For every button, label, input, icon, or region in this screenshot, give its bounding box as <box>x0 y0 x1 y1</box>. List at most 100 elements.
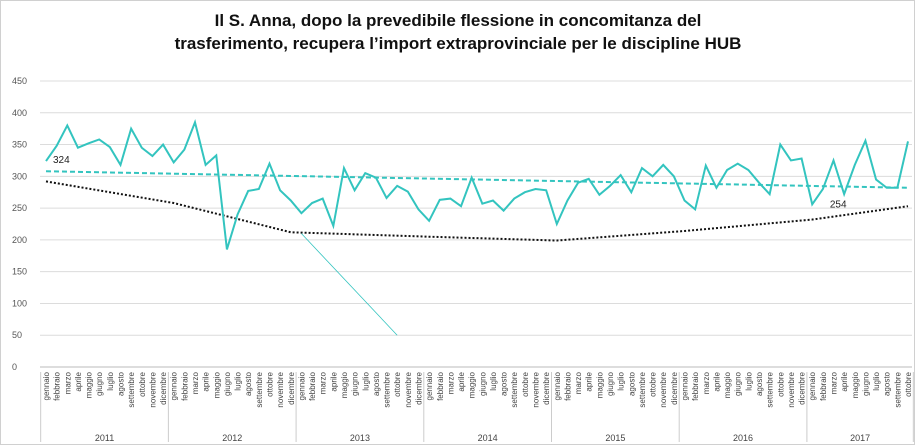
x-tick-label: settembre <box>893 371 902 407</box>
y-tick-label: 300 <box>12 171 27 181</box>
x-tick-label: marzo <box>574 371 583 394</box>
x-tick-label: luglio <box>106 371 115 390</box>
x-tick-label: febbraio <box>819 371 828 400</box>
x-tick-label: dicembre <box>287 371 296 404</box>
x-tick-label: gennaio <box>42 371 51 400</box>
y-tick-label: 50 <box>12 330 22 340</box>
chart-title: trasferimento, recupera l’import extrapr… <box>175 34 742 53</box>
y-tick-label: 450 <box>12 76 27 86</box>
annotation: 254 <box>830 200 847 211</box>
x-tick-label: settembre <box>383 371 392 407</box>
y-tick-label: 400 <box>12 108 27 118</box>
chart-title: Il S. Anna, dopo la prevedibile flession… <box>215 11 702 30</box>
y-tick-label: 350 <box>12 140 27 150</box>
y-tick-label: 200 <box>12 235 27 245</box>
x-tick-label: giugno <box>223 371 232 396</box>
x-tick-label: febbraio <box>180 371 189 400</box>
x-tick-label: giugno <box>861 371 870 396</box>
x-tick-label: novembre <box>148 371 157 407</box>
x-tick-label: novembre <box>276 371 285 407</box>
x-tick-label: giugno <box>95 371 104 396</box>
x-tick-label: marzo <box>446 371 455 394</box>
x-tick-label: ottobre <box>904 371 913 396</box>
y-tick-label: 0 <box>12 362 17 372</box>
x-tick-label: aprile <box>585 371 594 391</box>
x-tick-label: giugno <box>351 371 360 396</box>
x-tick-label: maggio <box>340 371 349 398</box>
x-tick-label: aprile <box>202 371 211 391</box>
x-tick-label: maggio <box>85 371 94 398</box>
x-tick-label: luglio <box>872 371 881 390</box>
x-tick-label: dicembre <box>798 371 807 404</box>
x-tick-label: aprile <box>712 371 721 391</box>
x-tick-label: agosto <box>500 371 509 396</box>
trend-line <box>301 233 398 336</box>
x-tick-label: ottobre <box>776 371 785 396</box>
x-tick-label: settembre <box>127 371 136 407</box>
x-tick-label: ottobre <box>138 371 147 396</box>
data-line <box>45 119 909 250</box>
annotation: 324 <box>53 155 70 166</box>
x-tick-label: dicembre <box>414 371 423 404</box>
x-tick-label: agosto <box>755 371 764 396</box>
x-tick-label: maggio <box>723 371 732 398</box>
x-tick-label: agosto <box>883 371 892 396</box>
x-tick-label: maggio <box>468 371 477 398</box>
x-tick-label: ottobre <box>393 371 402 396</box>
x-tick-label: settembre <box>766 371 775 407</box>
x-tick-label: ottobre <box>649 371 658 396</box>
x-tick-label: febbraio <box>308 371 317 400</box>
x-tick-label: marzo <box>830 371 839 394</box>
year-label: 2017 <box>850 433 870 443</box>
x-tick-label: settembre <box>638 371 647 407</box>
x-tick-label: gennaio <box>681 371 690 400</box>
year-label: 2014 <box>478 433 498 443</box>
x-tick-label: settembre <box>510 371 519 407</box>
x-tick-label: maggio <box>851 371 860 398</box>
x-tick-label: aprile <box>74 371 83 391</box>
x-tick-label: novembre <box>532 371 541 407</box>
x-tick-label: novembre <box>404 371 413 407</box>
x-tick-label: agosto <box>244 371 253 396</box>
x-tick-label: giugno <box>606 371 615 396</box>
x-tick-label: luglio <box>234 371 243 390</box>
x-tick-label: febbraio <box>53 371 62 400</box>
x-tick-label: febbraio <box>436 371 445 400</box>
x-tick-label: marzo <box>63 371 72 394</box>
y-tick-label: 150 <box>12 267 27 277</box>
x-tick-label: gennaio <box>297 371 306 400</box>
x-tick-label: luglio <box>489 371 498 390</box>
x-tick-label: ottobre <box>265 371 274 396</box>
x-tick-label: marzo <box>702 371 711 394</box>
year-label: 2011 <box>95 433 114 443</box>
x-tick-label: agosto <box>627 371 636 396</box>
x-tick-label: febbraio <box>691 371 700 400</box>
x-tick-label: luglio <box>617 371 626 390</box>
x-tick-label: aprile <box>329 371 338 391</box>
x-tick-label: gennaio <box>553 371 562 400</box>
x-tick-label: gennaio <box>808 371 817 400</box>
x-tick-label: ottobre <box>521 371 530 396</box>
x-tick-label: gennaio <box>425 371 434 400</box>
x-tick-label: marzo <box>319 371 328 394</box>
x-tick-label: luglio <box>744 371 753 390</box>
x-tick-label: agosto <box>116 371 125 396</box>
x-tick-label: maggio <box>212 371 221 398</box>
x-tick-label: agosto <box>372 371 381 396</box>
x-tick-label: giugno <box>478 371 487 396</box>
year-label: 2016 <box>733 433 753 443</box>
year-label: 2013 <box>350 433 370 443</box>
x-tick-label: novembre <box>787 371 796 407</box>
x-tick-label: aprile <box>457 371 466 391</box>
x-tick-label: maggio <box>595 371 604 398</box>
year-label: 2015 <box>605 433 625 443</box>
x-tick-label: aprile <box>840 371 849 391</box>
x-tick-label: settembre <box>255 371 264 407</box>
x-tick-label: giugno <box>734 371 743 396</box>
year-label: 2012 <box>222 433 242 443</box>
x-tick-label: gennaio <box>170 371 179 400</box>
x-tick-label: novembre <box>659 371 668 407</box>
